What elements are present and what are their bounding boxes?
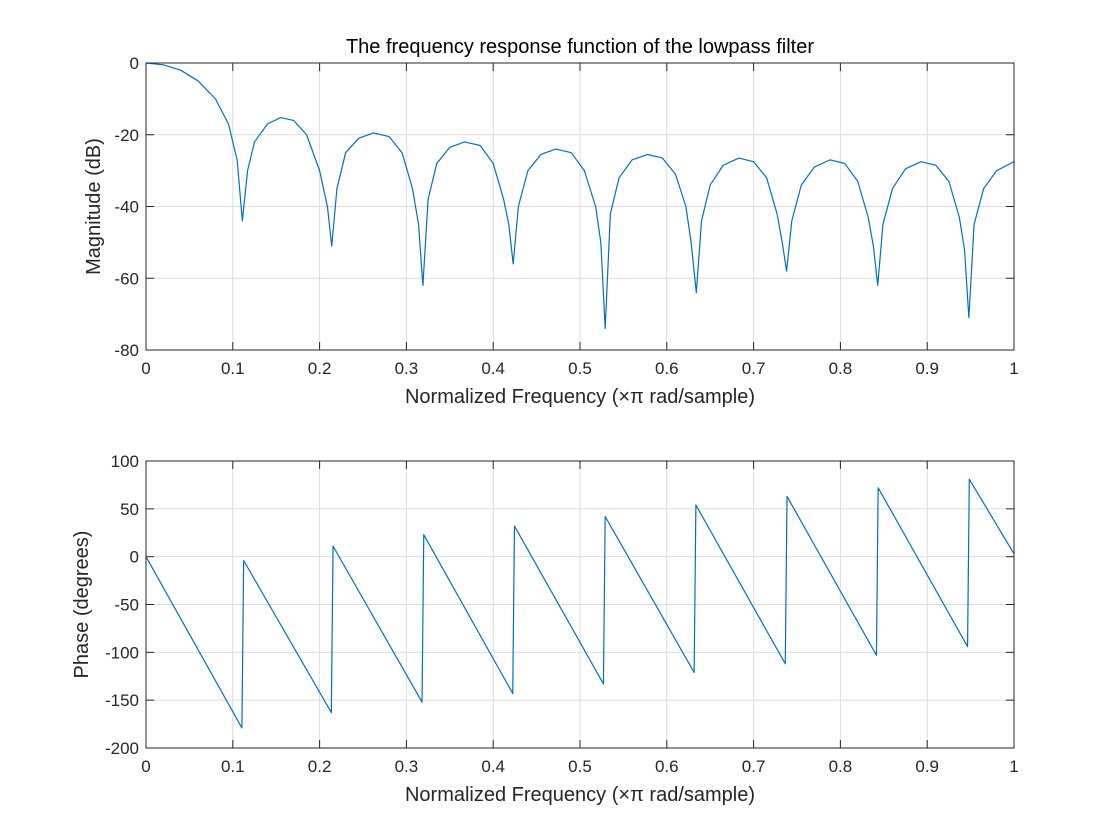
phase-grid — [146, 461, 1014, 748]
phase-x-tick-label: 0.4 — [481, 757, 505, 776]
phase-x-tick-label: 0.9 — [915, 757, 939, 776]
phase-y-tick-label: -200 — [105, 739, 139, 758]
phase-x-tick-label: 0.3 — [395, 757, 419, 776]
phase-x-tick-label: 0.7 — [742, 757, 766, 776]
phase-y-tick-label: -150 — [105, 691, 139, 710]
phase-y-tick-label: 0 — [130, 548, 139, 567]
phase-plot: 0 0.1 0.2 0.3 0.4 0.5 0.6 0.7 0.8 0.9 1 100 50 0 -50 -1… — [71, 452, 1019, 806]
magnitude-x-tick-label: 0.9 — [915, 359, 939, 378]
phase-x-tick-label: 0 — [141, 757, 150, 776]
magnitude-x-tick-label: 0.7 — [742, 359, 766, 378]
magnitude-x-tick-label: 0.4 — [481, 359, 505, 378]
magnitude-y-tick-label: -40 — [114, 198, 139, 217]
magnitude-y-axis-label: Magnitude (dB) — [83, 138, 105, 275]
magnitude-grid — [146, 63, 1014, 350]
phase-y-tick-label: -50 — [114, 596, 139, 615]
magnitude-chart-title: The frequency response function of the l… — [346, 36, 814, 58]
magnitude-x-axis-label: Normalized Frequency (×π rad/sample) — [405, 386, 755, 408]
magnitude-x-tick-label: 0.5 — [568, 359, 592, 378]
magnitude-y-tick-label: -60 — [114, 269, 139, 288]
magnitude-plot: 0 0.1 0.2 0.3 0.4 0.5 0.6 0.7 0.8 0.9 1 0 -20 -40 -60 -… — [83, 36, 1019, 408]
magnitude-y-tick-label: 0 — [130, 54, 139, 73]
magnitude-x-tick-label: 0.8 — [829, 359, 853, 378]
magnitude-series-line — [145, 62, 1015, 330]
phase-y-axis-label: Phase (degrees) — [71, 531, 93, 679]
phase-x-tick-label: 1 — [1009, 757, 1018, 776]
magnitude-x-tick-label: 0.3 — [395, 359, 419, 378]
phase-y-tick-label: 100 — [111, 452, 139, 471]
magnitude-x-tick-label: 1 — [1009, 359, 1018, 378]
magnitude-y-tick-label: -80 — [114, 341, 139, 360]
phase-x-tick-label: 0.1 — [221, 757, 245, 776]
magnitude-y-tick-label: -20 — [114, 126, 139, 145]
phase-x-tick-label: 0.5 — [568, 757, 592, 776]
phase-y-tick-label: 50 — [120, 500, 139, 519]
phase-x-axis-label: Normalized Frequency (×π rad/sample) — [405, 784, 755, 806]
phase-y-tick-label: -100 — [105, 643, 139, 662]
phase-series-line — [145, 478, 1015, 729]
phase-x-tick-label: 0.8 — [829, 757, 853, 776]
magnitude-x-tick-label: 0 — [141, 359, 150, 378]
magnitude-x-tick-label: 0.2 — [308, 359, 332, 378]
phase-x-tick-label: 0.2 — [308, 757, 332, 776]
magnitude-x-tick-label: 0.6 — [655, 359, 679, 378]
phase-x-tick-label: 0.6 — [655, 757, 679, 776]
magnitude-x-tick-label: 0.1 — [221, 359, 245, 378]
